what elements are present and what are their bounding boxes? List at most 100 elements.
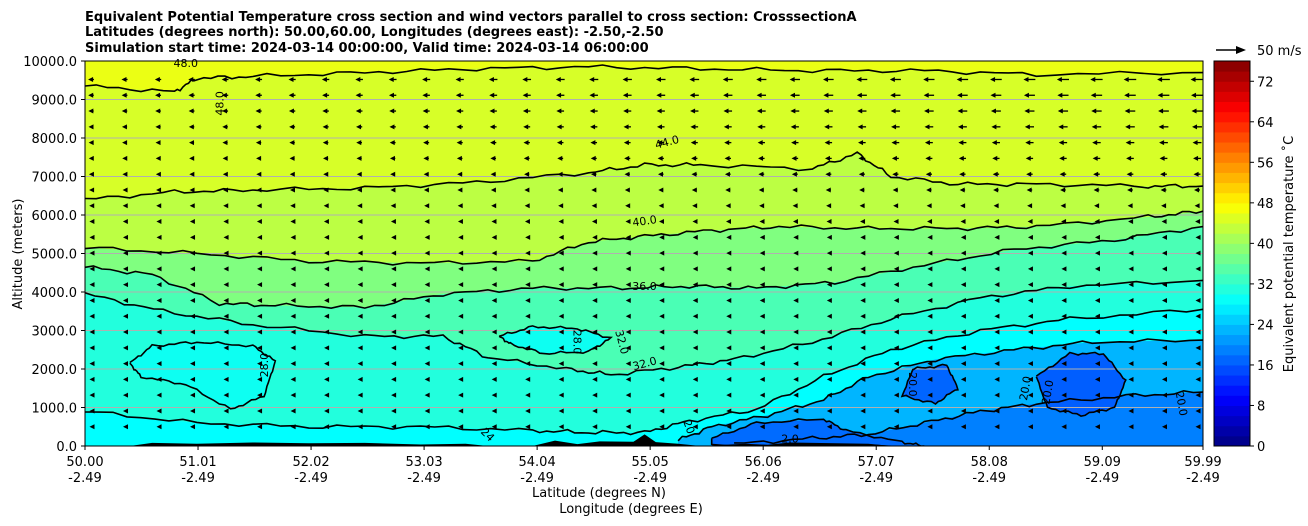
wind-vector-head: [1027, 234, 1033, 240]
wind-vector-head: [892, 187, 898, 193]
wind-vector-head: [927, 392, 933, 398]
wind-vector-head: [558, 376, 564, 382]
wind-vector-head: [558, 345, 564, 351]
wind-vector-head: [255, 108, 261, 114]
wind-vector-head: [424, 282, 430, 288]
wind-vector-head: [860, 345, 866, 351]
wind-vector-head: [223, 424, 229, 430]
wind-vector-head: [122, 155, 128, 161]
wind-vector-head: [324, 376, 330, 382]
wind-vector-head: [994, 297, 1000, 303]
wind-vector-head: [1195, 282, 1201, 288]
wind-vector-head: [692, 408, 698, 414]
wind-vector-head: [324, 424, 330, 430]
colorbar-segment: [1214, 71, 1250, 82]
wind-vector-head: [123, 250, 129, 256]
wind-vector-head: [592, 345, 598, 351]
wind-vector-head: [491, 297, 497, 303]
wind-vector-head: [793, 219, 799, 225]
wind-vector-head: [123, 345, 129, 351]
wind-vector-head: [489, 92, 495, 98]
wind-vector-head: [656, 108, 662, 114]
wind-vector-head: [356, 171, 362, 177]
wind-vector-head: [558, 297, 564, 303]
wind-vector-head: [960, 282, 966, 288]
y-tick-label: 0.0: [56, 440, 77, 455]
wind-vector-head: [960, 250, 966, 256]
wind-vector-head: [491, 329, 497, 335]
wind-vector-head: [1094, 361, 1100, 367]
wind-vector-head: [423, 187, 429, 193]
wind-vector-head: [1124, 92, 1130, 98]
contour-c44: [85, 151, 1203, 200]
cold-pocket-0: [129, 342, 276, 410]
wind-vector-head: [994, 376, 1000, 382]
wind-vector-head: [659, 250, 665, 256]
wind-vector-head: [88, 171, 94, 177]
wind-vector-head: [558, 250, 564, 256]
wind-vector-head: [156, 408, 162, 414]
wind-vector-head: [959, 187, 965, 193]
wind-vector-head: [123, 234, 129, 240]
wind-vector-head: [88, 155, 94, 161]
wind-vector-head: [558, 329, 564, 335]
wind-vector-head: [557, 155, 563, 161]
colorbar: [1214, 61, 1250, 447]
wind-vector-head: [659, 345, 665, 351]
wind-vector-head: [1160, 171, 1166, 177]
wind-vector-head: [1124, 108, 1130, 114]
wind-vector-head: [993, 187, 999, 193]
wind-vector-head: [926, 187, 932, 193]
colorbar-segment: [1214, 263, 1250, 275]
wind-vector-head: [759, 424, 765, 430]
wind-vector-head: [1195, 313, 1201, 319]
wind-vector-head: [423, 155, 429, 161]
wind-vector-head: [1128, 219, 1134, 225]
wind-vector-head: [257, 297, 263, 303]
wind-vector-head: [991, 124, 997, 130]
wind-vector-head: [1123, 76, 1129, 82]
wind-vector-head: [88, 124, 94, 130]
wind-vector-head: [190, 392, 196, 398]
wind-vector-head: [1128, 250, 1134, 256]
colorbar-segment: [1214, 152, 1250, 163]
wind-vector-head: [189, 219, 195, 225]
wind-vector-head: [255, 140, 261, 146]
wind-vector-head: [893, 408, 899, 414]
wind-vector-head: [491, 203, 497, 209]
wind-vector-head: [391, 266, 397, 272]
wind-vector-head: [357, 203, 363, 209]
wind-vector-head: [357, 329, 363, 335]
wind-vector-head: [89, 203, 95, 209]
wind-vector-head: [759, 297, 765, 303]
wind-vector-head: [1059, 171, 1065, 177]
wind-vector-head: [692, 234, 698, 240]
wind-vector-head: [390, 171, 396, 177]
wind-vector-head: [858, 140, 864, 146]
wind-vector-head: [123, 313, 129, 319]
wind-vector-head: [122, 140, 128, 146]
wind-vector-head: [592, 250, 598, 256]
wind-vector-head: [793, 313, 799, 319]
wind-vector-head: [156, 376, 162, 382]
wind-vector-head: [222, 124, 228, 130]
wind-vector-head: [1161, 297, 1167, 303]
wind-vector-head: [826, 297, 832, 303]
contour-lines: [85, 64, 1203, 446]
wind-vector-head: [458, 408, 464, 414]
x-tick-label-latitude: 58.08: [971, 455, 1008, 470]
wind-vector-head: [860, 408, 866, 414]
wind-vector-head: [190, 250, 196, 256]
wind-vector-head: [689, 92, 695, 98]
wind-vector-head: [994, 266, 1000, 272]
wind-vector-head: [724, 140, 730, 146]
wind-vector-head: [1128, 297, 1134, 303]
wind-vector-head: [826, 345, 832, 351]
x-tick-label-latitude: 53.03: [405, 455, 442, 470]
wind-vector-head: [1161, 376, 1167, 382]
wind-vector-head: [1195, 392, 1201, 398]
wind-vector-head: [590, 140, 596, 146]
wind-vector-head: [960, 234, 966, 240]
wind-vector-head: [927, 376, 933, 382]
wind-vector-head: [190, 424, 196, 430]
